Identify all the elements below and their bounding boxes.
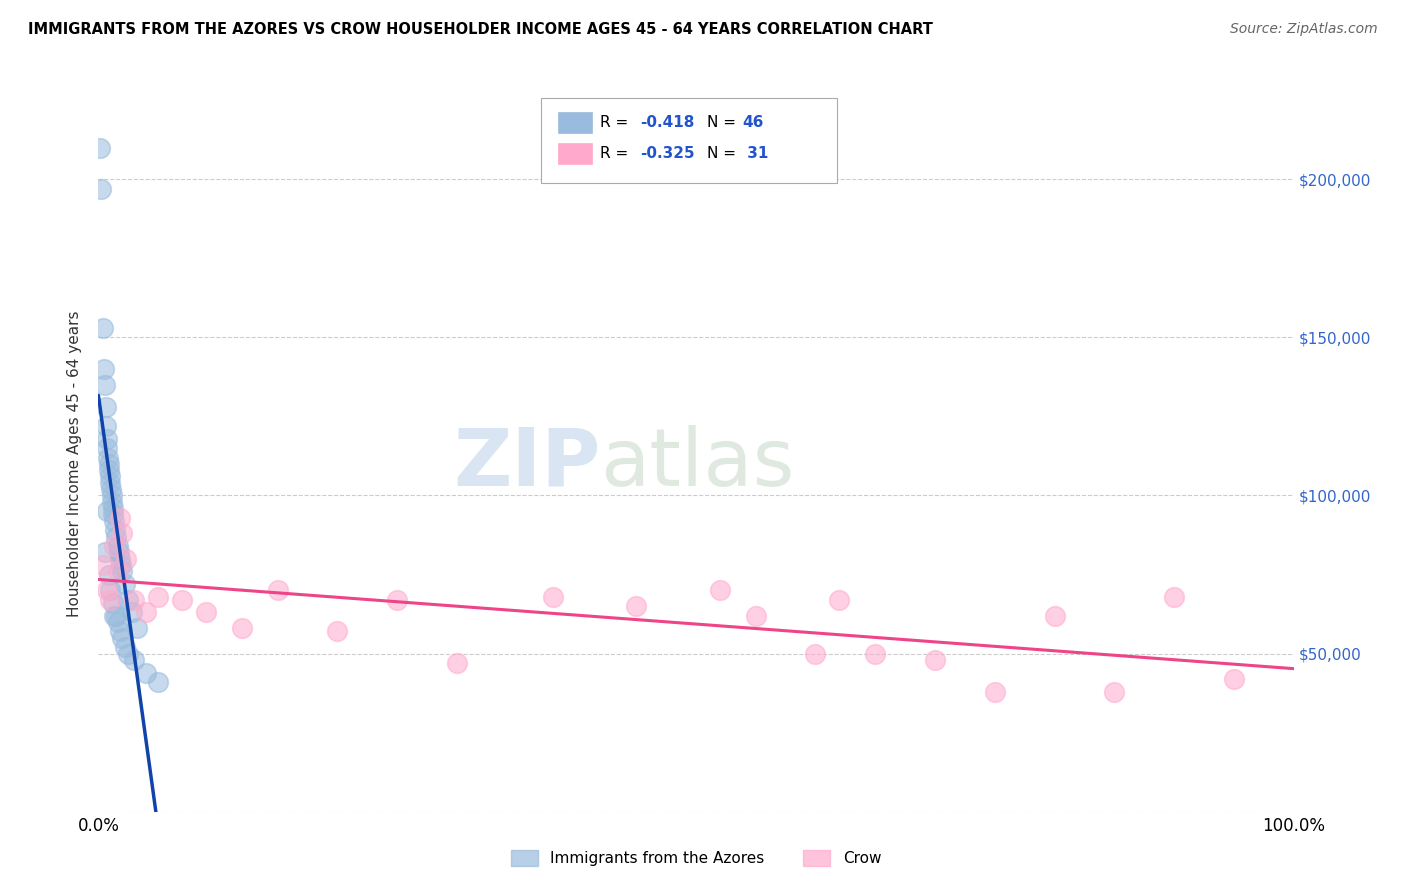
Text: IMMIGRANTS FROM THE AZORES VS CROW HOUSEHOLDER INCOME AGES 45 - 64 YEARS CORRELA: IMMIGRANTS FROM THE AZORES VS CROW HOUSE… [28,22,934,37]
Point [94,377,117,392]
Point [172,592,194,607]
Text: 31: 31 [742,146,769,161]
Point [98,469,121,483]
Point [828,592,851,607]
Point [108,510,131,524]
Point [1163,590,1185,604]
Text: R =: R = [600,115,634,129]
Point [96,418,118,433]
Point [105,530,128,544]
Point [804,647,827,661]
Point [98,463,121,477]
Point [1043,608,1066,623]
Point [108,551,131,566]
Point [267,583,290,598]
Point [98,583,122,598]
Point [91,321,114,335]
Text: 46: 46 [742,115,763,129]
Point [121,606,143,620]
Point [101,495,124,509]
Point [105,608,128,623]
Point [93,362,115,376]
Point [115,551,138,566]
Point [385,592,409,607]
Point [107,565,129,579]
Point [108,624,131,639]
Point [96,583,118,598]
Point [924,653,946,667]
Text: Source: ZipAtlas.com: Source: ZipAtlas.com [1230,22,1378,37]
Point [110,558,132,572]
Point [709,583,731,598]
Point [111,631,134,645]
Text: R =: R = [600,146,634,161]
Point [124,653,146,667]
Point [98,567,121,582]
Point [117,592,139,607]
Y-axis label: Householder Income Ages 45 - 64 years: Householder Income Ages 45 - 64 years [67,310,83,617]
Point [104,523,127,537]
Point [125,621,148,635]
Point [107,545,129,559]
Point [135,606,157,620]
Point [96,432,118,446]
Text: N =: N = [707,146,741,161]
Point [1102,684,1125,698]
Point [863,647,887,661]
Point [94,400,117,414]
Point [101,596,124,610]
Text: -0.418: -0.418 [640,115,695,129]
Point [124,592,146,607]
Point [541,590,564,604]
Point [98,592,122,607]
Point [117,647,139,661]
Point [107,539,129,553]
Text: atlas: atlas [600,425,794,503]
Point [626,599,648,614]
Point [326,624,349,639]
Point [135,665,157,680]
Point [100,482,122,496]
Point [91,558,114,572]
Point [96,504,118,518]
Point [194,606,218,620]
Point [98,475,122,490]
Text: -0.325: -0.325 [640,146,695,161]
Point [90,182,112,196]
Point [103,508,125,522]
Point [97,457,120,471]
Point [114,577,136,591]
Point [96,441,118,455]
Text: ZIP: ZIP [453,425,600,503]
Point [94,545,117,559]
Point [101,501,124,516]
Point [107,615,129,629]
Point [148,675,170,690]
Point [231,621,253,635]
Point [89,140,111,154]
Point [111,526,134,541]
Point [103,514,125,528]
Point [103,608,125,623]
Point [111,565,134,579]
Point [1222,672,1246,686]
Legend: Immigrants from the Azores, Crow: Immigrants from the Azores, Crow [503,842,889,873]
Point [984,684,1007,698]
Point [148,590,170,604]
Point [103,539,125,553]
Point [745,608,768,623]
Point [100,488,122,502]
Point [446,656,468,670]
Point [97,450,120,465]
Text: N =: N = [707,115,741,129]
Point [114,640,136,655]
